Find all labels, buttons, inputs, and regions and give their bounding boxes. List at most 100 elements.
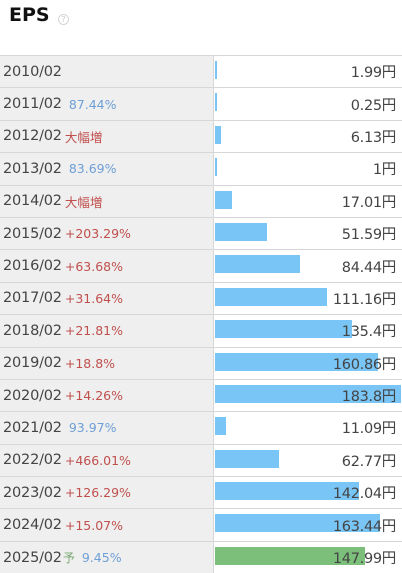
- eps-bar: [215, 514, 381, 533]
- table-row: 2012/02 大幅増 6.13円: [0, 120, 402, 154]
- fiscal-year: 2011/02: [3, 96, 62, 113]
- value-cell: 6.13円: [214, 121, 402, 152]
- change-rate: 9.45%: [81, 550, 122, 566]
- eps-value: 147.99円: [332, 551, 396, 568]
- eps-bar: [215, 384, 401, 403]
- value-cell: 17.01円: [214, 186, 402, 217]
- eps-bar: [215, 287, 328, 306]
- fiscal-year: 2024/02: [3, 517, 62, 534]
- value-cell: 142.04円: [214, 477, 402, 508]
- help-icon[interactable]: ?: [58, 14, 69, 25]
- change-rate: 83.69%: [68, 161, 117, 177]
- year-cell: 2018/02 +21.81%: [0, 315, 214, 347]
- fiscal-year: 2025/02: [3, 549, 62, 566]
- table-row: 2014/02 大幅増 17.01円: [0, 185, 402, 218]
- eps-value: 6.13円: [350, 129, 397, 146]
- eps-bar: [215, 61, 217, 79]
- eps-bar: [215, 320, 353, 339]
- header: EPS ?: [0, 0, 402, 54]
- year-cell: 2022/02 +466.01%: [0, 444, 214, 477]
- eps-table: 2010/02 1.99円 2011/02 87.44% 0.25円 2012/02 大幅増…: [0, 55, 402, 573]
- table-row: 2021/02 93.97% 11.09円: [0, 412, 402, 445]
- eps-value: 1円: [372, 162, 396, 179]
- table-row: 2018/02 +21.81% 135.4円: [0, 315, 402, 348]
- fiscal-year: 2017/02: [3, 290, 62, 307]
- fiscal-year: 2018/02: [3, 322, 62, 339]
- year-cell: 2024/02 +15.07%: [0, 509, 214, 541]
- year-cell: 2013/02 83.69%: [0, 153, 214, 185]
- table-row: 2011/02 87.44% 0.25円: [0, 88, 402, 121]
- eps-value: 142.04円: [332, 486, 396, 503]
- year-cell: 2019/02 +18.8%: [0, 347, 214, 379]
- table-row: 2025/02 予 9.45% 147.99円: [0, 541, 402, 573]
- table-row: 2015/02 +203.29% 51.59円: [0, 217, 402, 251]
- fiscal-year: 2016/02: [3, 258, 62, 275]
- value-cell: 183.8円: [214, 380, 402, 411]
- eps-bar: [215, 190, 233, 209]
- value-cell: 51.59円: [214, 218, 402, 249]
- fiscal-year: 2014/02: [3, 193, 62, 210]
- eps-bar: [215, 93, 217, 112]
- year-cell: 2021/02 93.97%: [0, 412, 214, 444]
- table-row: 2020/02 +14.26% 183.8円: [0, 379, 402, 413]
- value-cell: 1.99円: [214, 56, 402, 87]
- year-cell: 2015/02 +203.29%: [0, 217, 214, 250]
- eps-bar: [215, 255, 301, 274]
- value-cell: 84.44円: [214, 250, 402, 281]
- value-cell: 147.99円: [214, 542, 402, 573]
- table-row: 2010/02 1.99円: [0, 56, 402, 89]
- change-rate: +21.81%: [64, 323, 123, 339]
- year-cell: 2010/02: [0, 56, 214, 88]
- eps-value: 11.09円: [341, 421, 397, 438]
- eps-value: 51.59円: [341, 227, 397, 244]
- value-cell: 135.4円: [214, 315, 402, 346]
- eps-value: 1.99円: [350, 65, 397, 82]
- eps-bar: [215, 125, 222, 144]
- value-cell: 11.09円: [214, 412, 402, 443]
- forecast-bar: [215, 546, 365, 565]
- change-rate: 大幅増: [64, 129, 103, 145]
- forecast-mark: 予: [62, 551, 75, 566]
- eps-value: 17.01円: [341, 194, 397, 211]
- change-rate: +126.29%: [64, 485, 131, 501]
- change-rate: +15.07%: [64, 517, 123, 533]
- fiscal-year: 2019/02: [3, 355, 62, 372]
- year-cell: 2017/02 +31.64%: [0, 282, 214, 315]
- eps-bar: [215, 158, 217, 177]
- eps-bar: [215, 482, 359, 501]
- fiscal-year: 2020/02: [3, 387, 62, 404]
- table-row: 2016/02 +63.68% 84.44円: [0, 250, 402, 283]
- table-row: 2013/02 83.69% 1円: [0, 153, 402, 186]
- fiscal-year: 2022/02: [3, 452, 62, 469]
- year-cell: 2012/02 大幅増: [0, 120, 214, 153]
- eps-bar: [215, 417, 227, 436]
- eps-value: 111.16円: [332, 291, 396, 308]
- year-cell: 2014/02 大幅増: [0, 185, 214, 217]
- value-cell: 62.77円: [214, 445, 402, 476]
- fiscal-year: 2023/02: [3, 484, 62, 501]
- table-row: 2019/02 +18.8% 160.86円: [0, 347, 402, 380]
- change-rate: +63.68%: [64, 258, 123, 274]
- year-cell: 2016/02 +63.68%: [0, 250, 214, 282]
- value-cell: 111.16円: [214, 283, 402, 314]
- table-row: 2024/02 +15.07% 163.44円: [0, 509, 402, 542]
- change-rate: +203.29%: [64, 226, 131, 242]
- eps-value: 160.86円: [332, 356, 396, 373]
- value-cell: 1円: [214, 153, 402, 184]
- year-cell: 2011/02 87.44%: [0, 88, 214, 120]
- year-cell: 2020/02 +14.26%: [0, 379, 214, 412]
- change-rate: +466.01%: [64, 452, 131, 468]
- fiscal-year: 2021/02: [3, 419, 62, 436]
- fiscal-year: 2012/02: [3, 128, 62, 145]
- eps-value: 0.25円: [350, 97, 397, 114]
- fiscal-year: 2013/02: [3, 160, 62, 177]
- fiscal-year: 2015/02: [3, 225, 62, 242]
- change-rate: 大幅増: [64, 194, 103, 210]
- eps-value: 163.44円: [332, 518, 396, 535]
- eps-bar: [215, 449, 279, 468]
- year-cell: 2025/02 予 9.45%: [0, 541, 214, 573]
- change-rate: +18.8%: [64, 355, 116, 371]
- eps-value: 183.8円: [341, 389, 397, 406]
- eps-bar: [215, 222, 268, 241]
- change-rate: +14.26%: [64, 388, 123, 404]
